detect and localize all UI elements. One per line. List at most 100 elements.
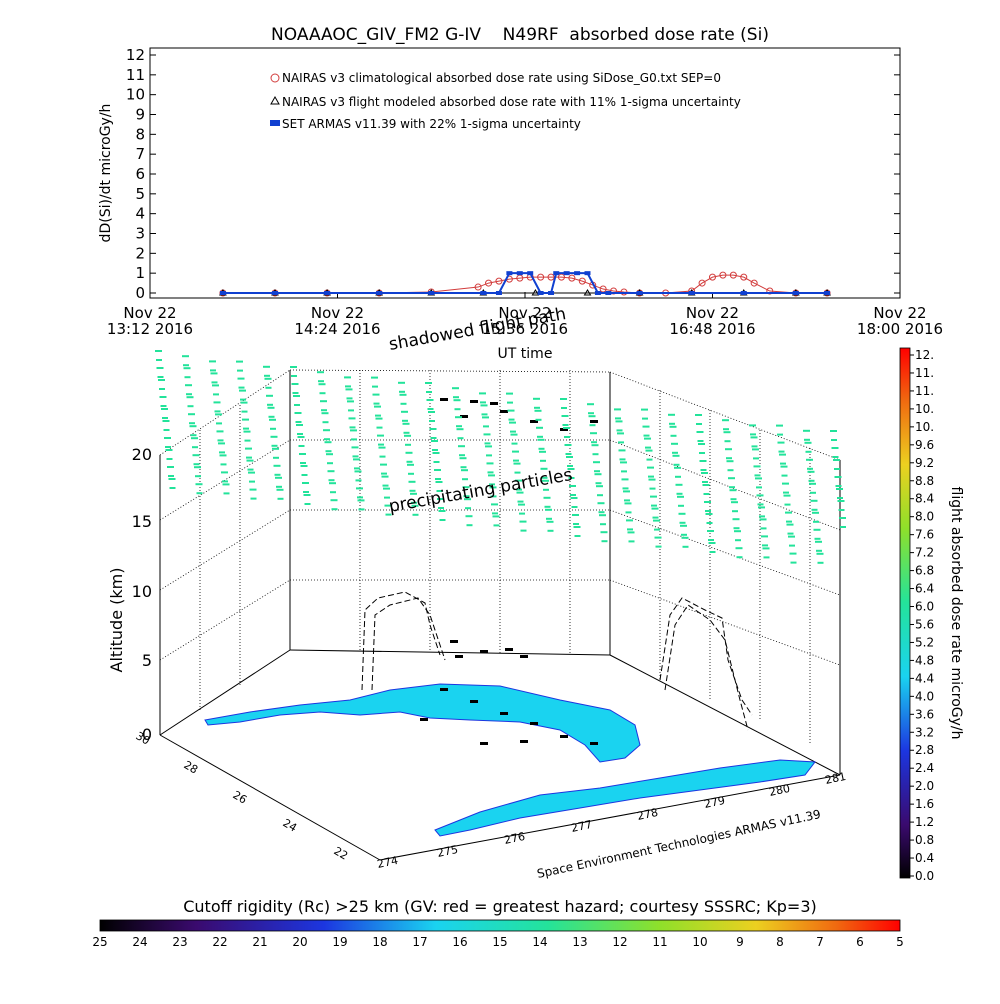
precip-mark xyxy=(834,468,840,470)
precip-mark xyxy=(297,436,305,438)
precip-mark xyxy=(563,427,570,429)
precip-mark xyxy=(349,426,356,429)
precip-mark xyxy=(648,478,656,481)
precip-mark xyxy=(457,437,464,440)
precip-mark xyxy=(189,422,195,425)
precip-mark xyxy=(642,417,648,420)
precip-mark xyxy=(164,437,171,439)
precip-mark xyxy=(456,428,464,431)
z-tick-label: 5 xyxy=(142,651,152,670)
precip-mark xyxy=(431,440,438,442)
precip-mark xyxy=(628,540,635,543)
colorbar-tick-label: 3.6 xyxy=(915,707,934,721)
precip-mark xyxy=(780,465,788,468)
precip-mark xyxy=(192,446,198,449)
precip-mark xyxy=(626,519,633,522)
precip-mark xyxy=(591,444,599,447)
precip-mark xyxy=(564,436,570,438)
precip-mark xyxy=(757,503,764,506)
precip-mark xyxy=(785,511,792,514)
precip-mark xyxy=(295,421,302,423)
precip-mark xyxy=(837,500,845,502)
precip-mark xyxy=(680,524,687,527)
x-tick-label: 13:12 2016 xyxy=(107,320,193,338)
precip-mark xyxy=(590,432,597,435)
precip-mark xyxy=(815,540,822,543)
precip-mark xyxy=(454,408,461,411)
precip-mark xyxy=(323,429,330,432)
precip-mark xyxy=(699,452,705,454)
colorbar-tick-label: 4.0 xyxy=(915,689,934,703)
precip-mark xyxy=(318,383,326,386)
precip-mark xyxy=(780,462,786,465)
precip-mark xyxy=(570,494,576,496)
precip-mark xyxy=(831,447,839,449)
lon-tick-label: 278 xyxy=(636,806,659,823)
precip-mark xyxy=(486,462,494,465)
precip-mark xyxy=(269,418,276,421)
precip-mark xyxy=(296,424,303,426)
precip-mark xyxy=(644,437,651,440)
data-point xyxy=(474,283,482,291)
precip-mark xyxy=(620,461,627,464)
precip-mark xyxy=(188,413,195,416)
precip-mark xyxy=(243,427,249,430)
precip-mark xyxy=(186,396,194,399)
colorbar-tick-label: 5.6 xyxy=(915,617,934,631)
precip-mark xyxy=(750,436,758,439)
precip-mark xyxy=(724,440,731,443)
precip-mark xyxy=(165,446,171,448)
precip-mark xyxy=(158,379,165,381)
precip-mark xyxy=(240,398,246,401)
precip-mark xyxy=(625,511,632,514)
precip-mark xyxy=(704,501,711,503)
colorbar-tick-label: 9.2 xyxy=(915,456,934,470)
precip-mark xyxy=(184,376,191,379)
data-point xyxy=(563,271,570,276)
precip-mark xyxy=(511,442,518,445)
data-point xyxy=(766,287,774,295)
credit-set-armas: Space Environment Technologies ARMAS v11… xyxy=(536,807,822,881)
precip-mark xyxy=(573,526,581,528)
precip-mark xyxy=(409,489,416,492)
precip-mark xyxy=(516,491,524,494)
precip-mark xyxy=(384,504,392,507)
precip-mark xyxy=(752,448,759,451)
precip-mark xyxy=(810,499,818,502)
colorbar-tick-label: 7 xyxy=(816,935,824,949)
colorbar-tick-label: 15 xyxy=(492,935,507,949)
precip-mark xyxy=(327,462,333,465)
precip-mark xyxy=(238,386,245,389)
precip-mark xyxy=(679,521,686,524)
precip-mark xyxy=(482,416,489,419)
precip-mark xyxy=(543,488,549,491)
precip-mark xyxy=(190,434,197,437)
precip-mark xyxy=(520,529,527,532)
colorbar-tick-label: 6.0 xyxy=(915,600,934,614)
precip-mark xyxy=(567,468,575,470)
precip-mark xyxy=(722,419,729,422)
cutoff-rigidity-colorbar xyxy=(99,919,901,932)
y-tick-label: 2 xyxy=(135,244,145,262)
precip-mark xyxy=(274,473,281,476)
precip-mark xyxy=(353,458,360,461)
data-point xyxy=(636,291,643,295)
z-tick-label: 10 xyxy=(132,582,152,601)
precip-mark xyxy=(371,376,378,379)
data-point xyxy=(719,271,727,279)
landmass-cuba xyxy=(434,759,816,837)
precip-mark xyxy=(675,483,683,486)
precip-mark xyxy=(351,446,359,449)
precip-mark xyxy=(809,482,816,485)
precip-mark xyxy=(458,445,465,448)
precip-mark xyxy=(574,535,581,537)
precip-mark xyxy=(355,479,362,482)
precip-mark xyxy=(382,484,389,487)
data-point xyxy=(709,273,716,281)
precip-mark xyxy=(514,471,521,474)
precip-mark xyxy=(488,474,495,477)
ground-track-marks xyxy=(420,398,598,745)
precip-mark xyxy=(594,473,602,476)
